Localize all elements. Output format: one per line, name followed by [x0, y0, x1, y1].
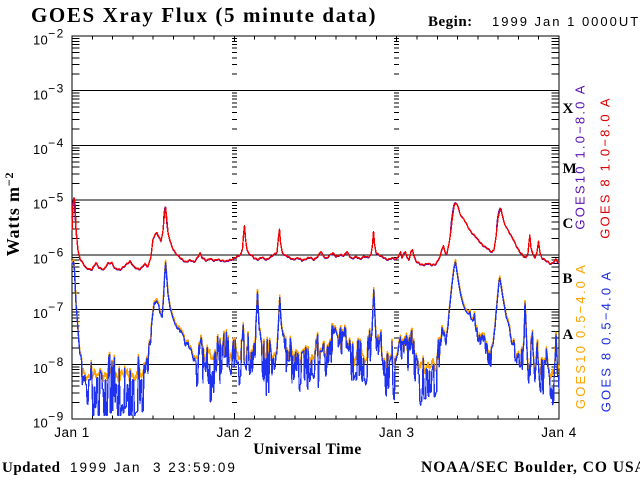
- svg-text:Universal Time: Universal Time: [253, 441, 361, 458]
- svg-text:GOES Xray Flux (5 minute data): GOES Xray Flux (5 minute data): [31, 3, 377, 27]
- svg-text:Begin:: Begin:: [428, 14, 473, 30]
- svg-text:NOAA/SEC Boulder, CO USA: NOAA/SEC Boulder, CO USA: [421, 459, 640, 476]
- svg-text:1999 Jan 3 23:59:09: 1999 Jan 3 23:59:09: [70, 460, 237, 475]
- svg-text:A: A: [563, 327, 574, 343]
- svg-text:GOES 8 0.5−4.0 A: GOES 8 0.5−4.0 A: [599, 270, 614, 413]
- svg-text:GOES10 1.0−8.0 A: GOES10 1.0−8.0 A: [573, 83, 588, 229]
- svg-text:Jan 4: Jan 4: [541, 425, 577, 440]
- svg-text:Watts m−2: Watts m−2: [2, 172, 23, 257]
- svg-text:Jan 1: Jan 1: [54, 425, 90, 440]
- svg-text:Updated: Updated: [2, 460, 61, 476]
- svg-text:M: M: [563, 161, 577, 177]
- svg-text:1999 Jan 1 0000UT: 1999 Jan 1 0000UT: [492, 14, 640, 29]
- svg-text:C: C: [563, 216, 574, 232]
- svg-text:B: B: [563, 271, 573, 287]
- svg-text:GOES10 0.5−4.0 A: GOES10 0.5−4.0 A: [573, 263, 588, 409]
- svg-text:Jan 2: Jan 2: [217, 425, 253, 440]
- svg-text:GOES 8 1.0−8.0 A: GOES 8 1.0−8.0 A: [598, 96, 613, 239]
- svg-text:Jan 3: Jan 3: [379, 425, 415, 440]
- svg-text:X: X: [563, 101, 574, 117]
